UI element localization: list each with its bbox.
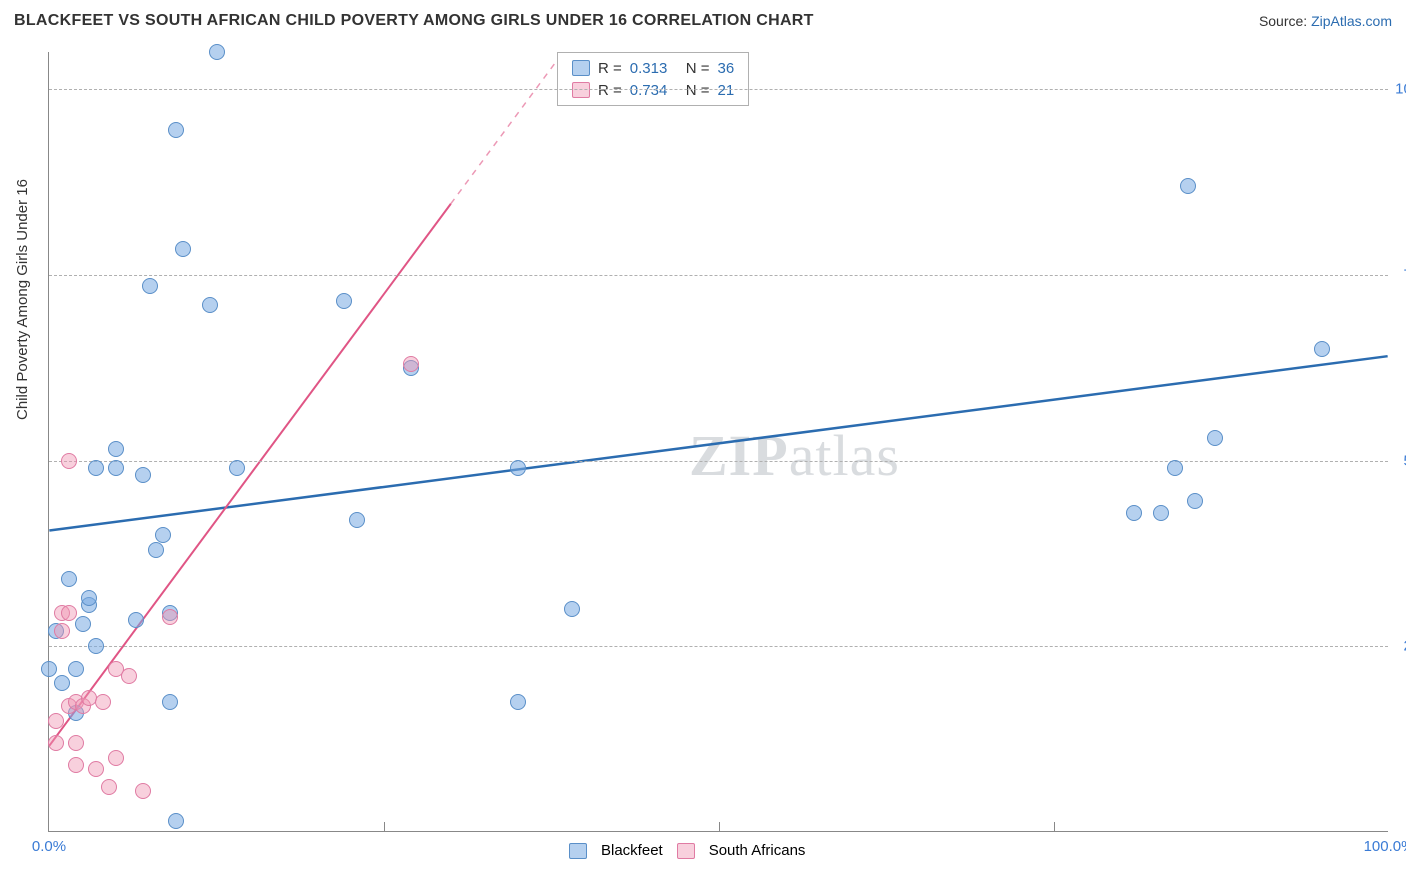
data-point: [148, 542, 164, 558]
gridline-h: [49, 646, 1388, 647]
data-point: [349, 512, 365, 528]
data-point: [142, 278, 158, 294]
chart-plot-area: ZIPatlas R =0.313N =36R =0.734N =21 Blac…: [48, 52, 1388, 832]
source-label: Source:: [1259, 13, 1311, 29]
legend-stats: R =0.313N =36R =0.734N =21: [557, 52, 749, 106]
swatch-south-africans: [677, 843, 695, 859]
data-point: [155, 527, 171, 543]
r-label: R =: [598, 60, 622, 77]
data-point: [1126, 505, 1142, 521]
data-point: [48, 735, 64, 751]
ytick-label: 100.0%: [1395, 81, 1406, 98]
data-point: [61, 605, 77, 621]
swatch-blackfeet: [569, 843, 587, 859]
watermark: ZIPatlas: [689, 422, 900, 489]
data-point: [510, 460, 526, 476]
data-point: [61, 571, 77, 587]
xtick-label: 0.0%: [32, 838, 66, 855]
n-value: 36: [718, 60, 735, 77]
source: Source: ZipAtlas.com: [1259, 13, 1392, 29]
data-point: [68, 661, 84, 677]
data-point: [68, 735, 84, 751]
data-point: [54, 623, 70, 639]
data-point: [88, 460, 104, 476]
gridline-h: [49, 89, 1388, 90]
data-point: [168, 122, 184, 138]
data-point: [75, 616, 91, 632]
data-point: [108, 441, 124, 457]
legend-label-blackfeet: Blackfeet: [601, 842, 663, 859]
data-point: [1207, 430, 1223, 446]
gridline-h: [49, 275, 1388, 276]
data-point: [121, 668, 137, 684]
xtick-minor: [1054, 822, 1055, 832]
xtick-minor: [384, 822, 385, 832]
data-point: [135, 783, 151, 799]
data-point: [128, 612, 144, 628]
data-point: [1187, 493, 1203, 509]
data-point: [88, 761, 104, 777]
gridline-h: [49, 461, 1388, 462]
data-point: [101, 779, 117, 795]
legend-label-south-africans: South Africans: [709, 842, 806, 859]
data-point: [162, 694, 178, 710]
data-point: [88, 638, 104, 654]
legend-series: Blackfeet South Africans: [569, 842, 805, 859]
data-point: [1153, 505, 1169, 521]
chart-title: BLACKFEET VS SOUTH AFRICAN CHILD POVERTY…: [14, 12, 814, 30]
data-point: [135, 467, 151, 483]
xtick-minor: [719, 822, 720, 832]
n-label: N =: [686, 60, 710, 77]
data-point: [1167, 460, 1183, 476]
data-point: [209, 44, 225, 60]
data-point: [61, 453, 77, 469]
data-point: [229, 460, 245, 476]
data-point: [95, 694, 111, 710]
source-link[interactable]: ZipAtlas.com: [1311, 13, 1392, 29]
data-point: [175, 241, 191, 257]
data-point: [202, 297, 218, 313]
data-point: [162, 609, 178, 625]
y-axis-label: Child Poverty Among Girls Under 16: [14, 179, 31, 420]
trendline-southafricans-dashed: [451, 52, 563, 204]
data-point: [108, 750, 124, 766]
data-point: [510, 694, 526, 710]
data-point: [336, 293, 352, 309]
data-point: [403, 356, 419, 372]
watermark-atlas: atlas: [789, 423, 900, 488]
data-point: [81, 590, 97, 606]
data-point: [1180, 178, 1196, 194]
data-point: [564, 601, 580, 617]
data-point: [108, 460, 124, 476]
data-point: [48, 713, 64, 729]
legend-stat-row: R = 0.313 N = 36: [572, 57, 734, 79]
r-value: 0.313: [630, 60, 678, 77]
watermark-zip: ZIP: [689, 423, 789, 488]
data-point: [68, 757, 84, 773]
data-point: [41, 661, 57, 677]
xtick-label: 100.0%: [1364, 838, 1406, 855]
data-point: [1314, 341, 1330, 357]
legend-swatch: [572, 60, 590, 76]
data-point: [168, 813, 184, 829]
header: BLACKFEET VS SOUTH AFRICAN CHILD POVERTY…: [14, 12, 1392, 30]
data-point: [54, 675, 70, 691]
